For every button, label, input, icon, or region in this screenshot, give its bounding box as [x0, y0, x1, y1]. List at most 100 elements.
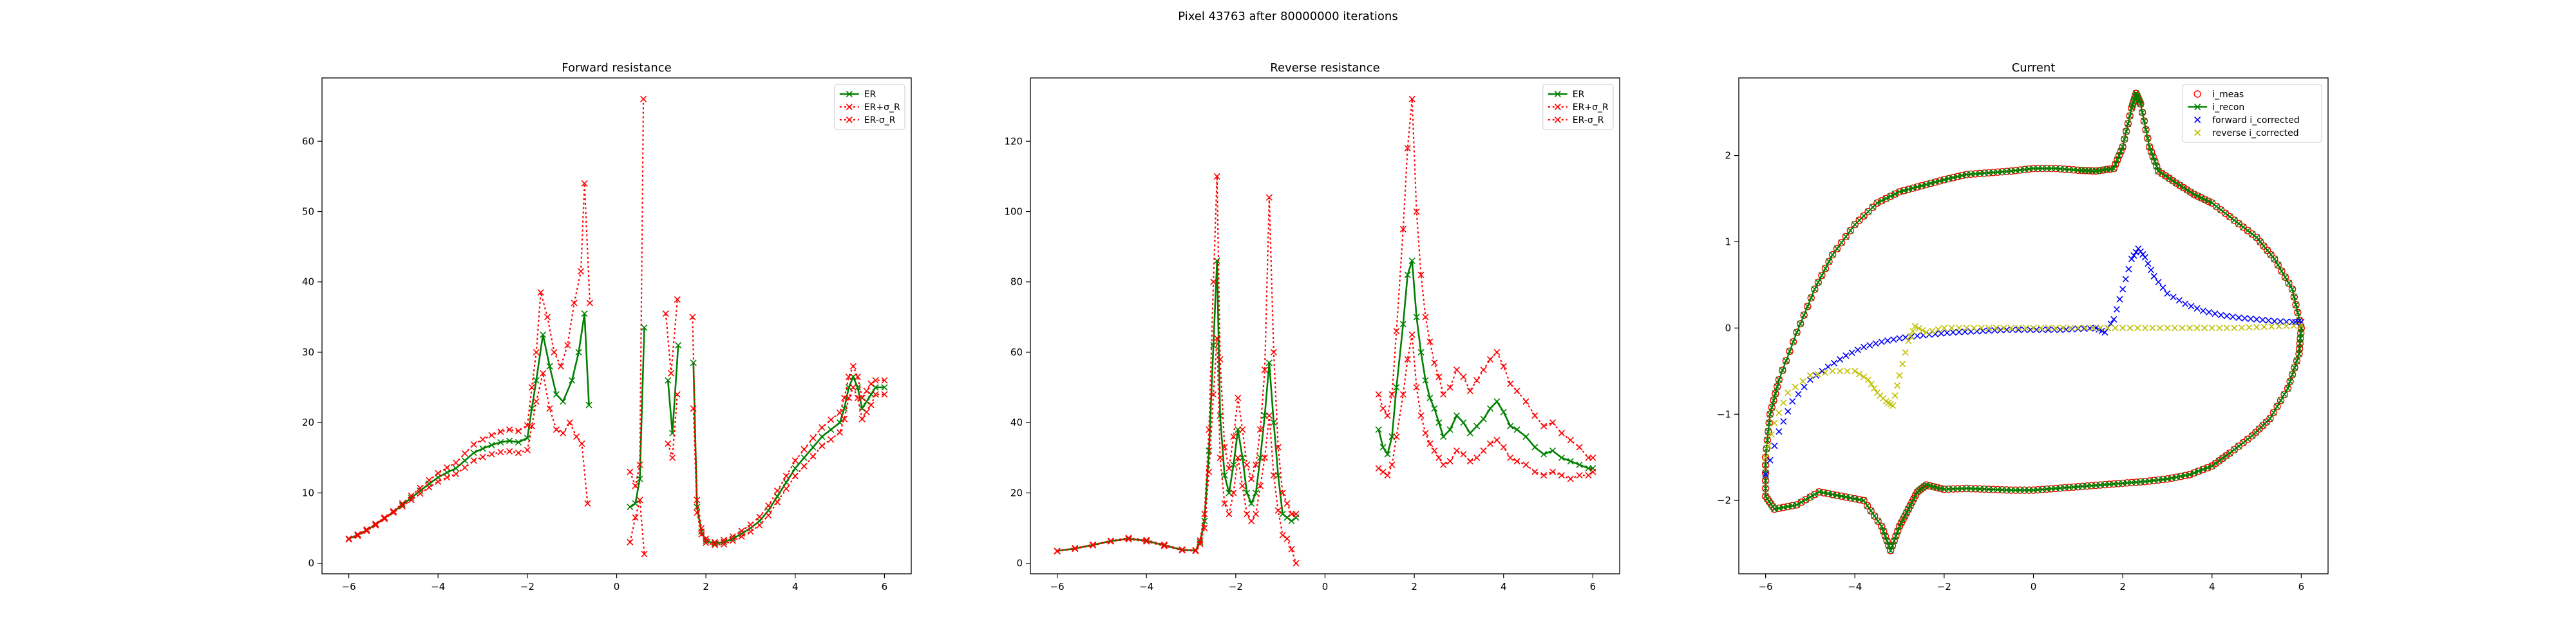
data-point — [2074, 325, 2081, 332]
x-stroke — [1949, 486, 1956, 493]
x-stroke — [1808, 294, 1815, 301]
data-point — [571, 299, 578, 307]
x-stroke — [2012, 167, 2019, 174]
data-point — [1971, 325, 1978, 332]
data-point — [2000, 325, 2007, 332]
x-stroke — [1929, 327, 1936, 334]
legend-marker — [2193, 90, 2201, 98]
x-stroke — [1493, 398, 1501, 405]
data-point — [528, 384, 535, 391]
data-point — [627, 504, 634, 511]
data-point — [1806, 372, 1814, 379]
data-point — [2277, 397, 2285, 404]
x-tick-label: −4 — [1848, 581, 1862, 592]
data-point — [2116, 296, 2123, 303]
data-point — [2110, 316, 2117, 323]
x-stroke — [1764, 495, 1771, 502]
data-point — [1143, 538, 1150, 545]
x-stroke — [533, 348, 540, 356]
x-stroke — [1774, 383, 1781, 390]
data-point — [1513, 458, 1520, 465]
x-stroke — [2112, 325, 2119, 332]
x-stroke — [1887, 547, 1894, 554]
data-point — [690, 405, 697, 412]
x-stroke — [1507, 454, 1514, 461]
data-point — [2284, 384, 2292, 392]
x-stroke — [1985, 325, 1993, 332]
data-point — [2141, 254, 2148, 261]
data-point — [461, 450, 468, 457]
data-point — [1838, 239, 1845, 246]
x-stroke — [1540, 472, 1548, 479]
x-stroke — [2057, 326, 2064, 334]
data-point — [2256, 238, 2264, 246]
data-point — [1786, 348, 1794, 355]
data-point — [1790, 338, 1797, 345]
data-point — [2199, 466, 2206, 473]
data-point — [1213, 335, 1220, 342]
x-stroke — [2147, 267, 2155, 274]
x-stroke — [1776, 409, 1783, 417]
x-tick-label: 0 — [614, 581, 620, 592]
current-panel: Current−6 −4 −2 0 2 4 6−2−1012i_measi_reconfor… — [1717, 61, 2329, 592]
x-stroke — [1868, 381, 1875, 388]
x-stroke — [1837, 355, 1844, 363]
data-point — [2134, 92, 2141, 99]
x-stroke — [1440, 433, 1447, 440]
x-stroke — [2270, 409, 2277, 416]
data-point — [1446, 426, 1454, 433]
data-point — [2147, 267, 2155, 274]
data-point — [2204, 197, 2212, 205]
x-stroke — [1872, 340, 1879, 347]
x-stroke — [1937, 485, 1944, 492]
x-stroke — [390, 509, 397, 516]
data-point — [2271, 255, 2278, 263]
data-point — [2149, 325, 2156, 332]
data-point — [1779, 366, 1786, 374]
data-point — [1894, 382, 1901, 389]
x-stroke — [1404, 355, 1411, 363]
data-point — [1265, 194, 1273, 201]
data-point — [2291, 294, 2298, 301]
data-point — [1446, 458, 1454, 465]
data-point — [2122, 276, 2129, 283]
data-point — [506, 448, 513, 455]
x-stroke — [1239, 482, 1246, 489]
x-stroke — [1554, 90, 1561, 98]
data-point — [1929, 327, 1936, 334]
data-point — [1440, 391, 1447, 398]
x-stroke — [1453, 412, 1461, 419]
x-stroke — [738, 527, 745, 535]
data-point — [1872, 340, 1879, 347]
x-stroke — [2155, 278, 2162, 285]
x-stroke — [1375, 465, 1382, 472]
x-stroke — [1864, 502, 1871, 509]
x-stroke — [641, 324, 648, 331]
y-tick-label: −1 — [1717, 408, 1731, 420]
data-point — [1800, 311, 1808, 319]
x-stroke — [1554, 116, 1561, 124]
data-point — [1891, 392, 1899, 399]
x-stroke — [1762, 485, 1769, 492]
data-point — [1431, 359, 1438, 366]
data-point — [408, 497, 415, 504]
data-point — [1404, 145, 1411, 152]
x-tick-label: 6 — [1590, 581, 1596, 592]
data-point — [2201, 196, 2208, 203]
data-point — [1948, 325, 1955, 332]
data-point — [2273, 402, 2281, 410]
x-stroke — [1486, 355, 1494, 363]
x-stroke — [627, 538, 634, 545]
data-point — [1779, 366, 1786, 374]
data-point — [426, 477, 433, 484]
x-stroke — [2173, 473, 2180, 481]
x-stroke — [2298, 322, 2305, 329]
x-stroke — [557, 363, 564, 370]
x-stroke — [560, 430, 567, 437]
x-stroke — [1466, 430, 1473, 437]
x-stroke — [854, 394, 861, 402]
x-stroke — [1940, 325, 1947, 332]
data-point — [872, 377, 879, 384]
x-stroke — [1531, 444, 1539, 451]
data-point — [1549, 447, 1557, 454]
